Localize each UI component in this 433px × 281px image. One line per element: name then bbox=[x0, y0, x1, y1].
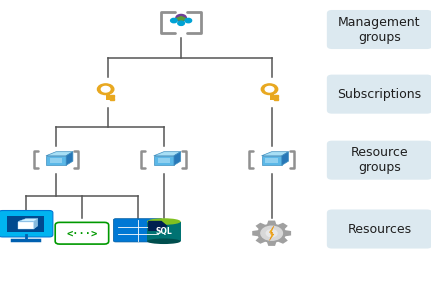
Polygon shape bbox=[269, 226, 274, 241]
Bar bbox=[110, 98, 114, 100]
Circle shape bbox=[178, 21, 184, 25]
FancyBboxPatch shape bbox=[327, 74, 432, 114]
Polygon shape bbox=[174, 152, 181, 165]
FancyBboxPatch shape bbox=[327, 10, 432, 49]
Text: SQL: SQL bbox=[155, 226, 172, 235]
Ellipse shape bbox=[147, 239, 181, 244]
Circle shape bbox=[265, 87, 274, 92]
Polygon shape bbox=[154, 152, 181, 156]
Circle shape bbox=[171, 18, 177, 23]
Polygon shape bbox=[265, 158, 278, 163]
FancyBboxPatch shape bbox=[327, 141, 432, 180]
FancyBboxPatch shape bbox=[7, 216, 44, 232]
Polygon shape bbox=[252, 221, 291, 246]
FancyBboxPatch shape bbox=[0, 210, 53, 237]
FancyBboxPatch shape bbox=[113, 219, 162, 242]
Text: Management
groups: Management groups bbox=[338, 15, 421, 44]
Bar bbox=[110, 96, 114, 97]
Circle shape bbox=[261, 226, 282, 240]
Polygon shape bbox=[270, 93, 274, 100]
Polygon shape bbox=[282, 152, 288, 165]
Bar bbox=[147, 221, 181, 241]
Polygon shape bbox=[46, 152, 73, 156]
Polygon shape bbox=[18, 221, 34, 229]
Polygon shape bbox=[66, 152, 73, 165]
Circle shape bbox=[176, 14, 186, 21]
Text: Subscriptions: Subscriptions bbox=[337, 88, 421, 101]
Polygon shape bbox=[148, 221, 168, 231]
Circle shape bbox=[97, 84, 114, 94]
Polygon shape bbox=[18, 219, 38, 221]
Circle shape bbox=[266, 230, 277, 237]
Bar bbox=[274, 96, 278, 97]
Circle shape bbox=[185, 18, 192, 23]
FancyBboxPatch shape bbox=[55, 222, 109, 244]
Circle shape bbox=[261, 84, 278, 94]
Polygon shape bbox=[106, 93, 110, 100]
Polygon shape bbox=[50, 158, 62, 163]
Bar bbox=[274, 98, 278, 100]
Text: Resource
groups: Resource groups bbox=[351, 146, 408, 174]
Polygon shape bbox=[34, 219, 38, 229]
FancyBboxPatch shape bbox=[327, 210, 432, 249]
Polygon shape bbox=[46, 156, 66, 165]
Ellipse shape bbox=[147, 218, 181, 225]
Text: Resources: Resources bbox=[347, 223, 411, 235]
Polygon shape bbox=[262, 156, 282, 165]
Polygon shape bbox=[154, 156, 174, 165]
Polygon shape bbox=[158, 158, 170, 163]
Text: <···>: <···> bbox=[66, 228, 97, 238]
Circle shape bbox=[101, 87, 110, 92]
Polygon shape bbox=[262, 152, 288, 156]
